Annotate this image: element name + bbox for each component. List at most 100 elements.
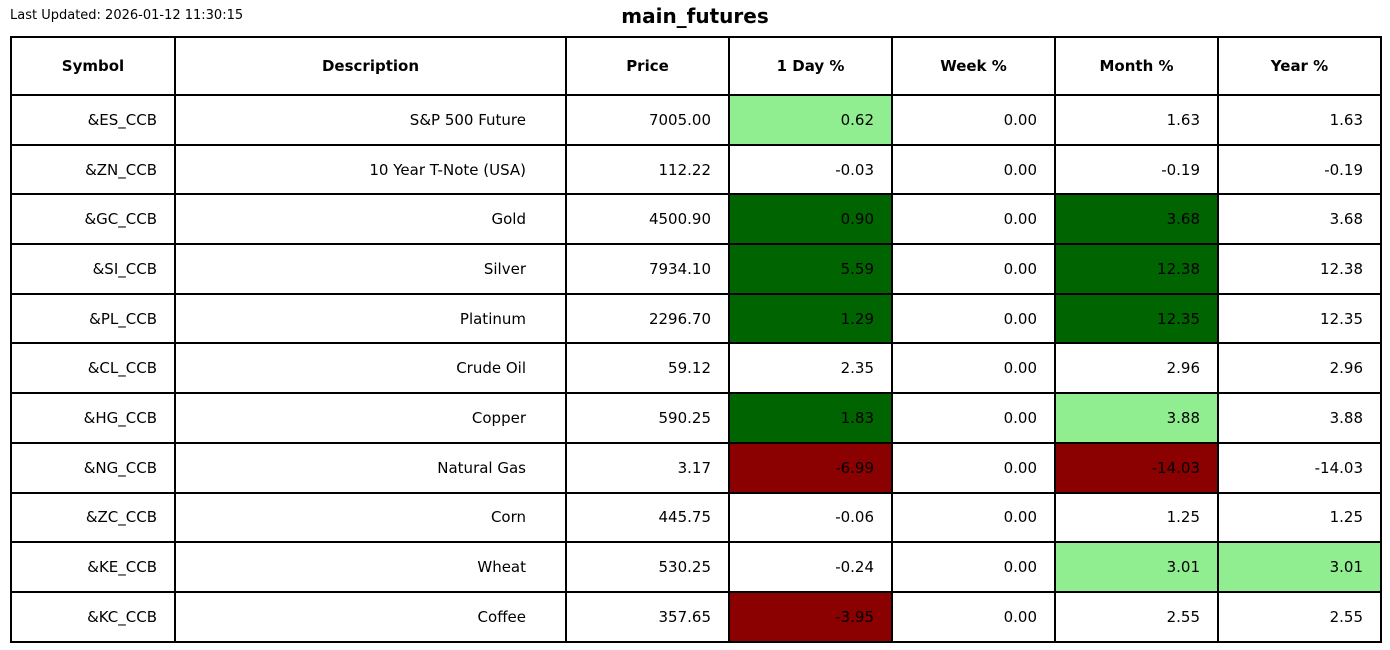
month-pct-cell: 3.68 xyxy=(1054,193,1219,246)
description-cell: Natural Gas xyxy=(174,441,567,494)
year-pct-cell: 1.25 xyxy=(1217,491,1382,544)
symbol-cell: &PL_CCB xyxy=(10,292,176,345)
description-cell: Wheat xyxy=(174,541,567,593)
table-row: &SI_CCB Silver 7934.10 5.59 0.00 12.38 12.38 xyxy=(10,243,1382,295)
day-pct-cell: 0.90 xyxy=(728,193,893,246)
month-pct-cell: 2.96 xyxy=(1054,342,1219,395)
price-cell: 3.17 xyxy=(565,441,730,494)
column-header-description: Description xyxy=(174,36,567,96)
price-cell: 7934.10 xyxy=(565,243,730,295)
week-pct-cell: 0.00 xyxy=(891,94,1056,146)
table-row: &PL_CCB Platinum 2296.70 1.29 0.00 12.35 12.35 xyxy=(10,292,1382,345)
column-header-month-pct: Month % xyxy=(1054,36,1219,96)
price-cell: 4500.90 xyxy=(565,193,730,246)
month-pct-cell: 3.01 xyxy=(1054,541,1219,593)
table-row: &NG_CCB Natural Gas 3.17 -6.99 0.00 -14.03 -14… xyxy=(10,441,1382,494)
column-header-week-pct: Week % xyxy=(891,36,1056,96)
header-row: Symbol Description Price 1 Day % Week % Month… xyxy=(10,36,1382,96)
column-header-symbol: Symbol xyxy=(10,36,176,96)
day-pct-cell: -3.95 xyxy=(728,590,893,643)
price-cell: 7005.00 xyxy=(565,94,730,146)
month-pct-cell: 2.55 xyxy=(1054,590,1219,643)
description-cell: S&P 500 Future xyxy=(174,94,567,146)
table-row: &KE_CCB Wheat 530.25 -0.24 0.00 3.01 3.01 xyxy=(10,541,1382,593)
day-pct-cell: -0.06 xyxy=(728,491,893,544)
year-pct-cell: -14.03 xyxy=(1217,441,1382,494)
symbol-cell: &SI_CCB xyxy=(10,243,176,295)
week-pct-cell: 0.00 xyxy=(891,541,1056,593)
week-pct-cell: 0.00 xyxy=(891,441,1056,494)
week-pct-cell: 0.00 xyxy=(891,590,1056,643)
year-pct-cell: 1.63 xyxy=(1217,94,1382,146)
column-header-year-pct: Year % xyxy=(1217,36,1382,96)
price-cell: 530.25 xyxy=(565,541,730,593)
symbol-cell: &KC_CCB xyxy=(10,590,176,643)
futures-table-body: &ES_CCB S&P 500 Future 7005.00 0.62 0.00 1.63… xyxy=(10,94,1382,643)
symbol-cell: &ES_CCB xyxy=(10,94,176,146)
day-pct-cell: -0.24 xyxy=(728,541,893,593)
symbol-cell: &ZC_CCB xyxy=(10,491,176,544)
week-pct-cell: 0.00 xyxy=(891,491,1056,544)
day-pct-cell: 5.59 xyxy=(728,243,893,295)
description-cell: Copper xyxy=(174,392,567,444)
top-bar: Last Updated: 2026-01-12 11:30:15 main_f… xyxy=(0,0,1390,36)
description-cell: Platinum xyxy=(174,292,567,345)
table-row: &ZN_CCB 10 Year T-Note (USA) 112.22 -0.03 0.… xyxy=(10,143,1382,196)
price-cell: 357.65 xyxy=(565,590,730,643)
price-cell: 112.22 xyxy=(565,143,730,196)
table-row: &CL_CCB Crude Oil 59.12 2.35 0.00 2.96 2.96 xyxy=(10,342,1382,395)
year-pct-cell: 12.38 xyxy=(1217,243,1382,295)
table-row: &ZC_CCB Corn 445.75 -0.06 0.00 1.25 1.25 xyxy=(10,491,1382,544)
day-pct-cell: 1.29 xyxy=(728,292,893,345)
symbol-cell: &HG_CCB xyxy=(10,392,176,444)
year-pct-cell: -0.19 xyxy=(1217,143,1382,196)
futures-table-header: Symbol Description Price 1 Day % Week % Month… xyxy=(10,36,1382,96)
page-title: main_futures xyxy=(621,4,769,28)
day-pct-cell: 0.62 xyxy=(728,94,893,146)
month-pct-cell: 1.25 xyxy=(1054,491,1219,544)
column-header-price: Price xyxy=(565,36,730,96)
month-pct-cell: 12.38 xyxy=(1054,243,1219,295)
table-row: &GC_CCB Gold 4500.90 0.90 0.00 3.68 3.68 xyxy=(10,193,1382,246)
table-row: &HG_CCB Copper 590.25 1.83 0.00 3.88 3.88 xyxy=(10,392,1382,444)
futures-table: Symbol Description Price 1 Day % Week % Month… xyxy=(10,36,1382,643)
week-pct-cell: 0.00 xyxy=(891,143,1056,196)
price-cell: 590.25 xyxy=(565,392,730,444)
price-cell: 445.75 xyxy=(565,491,730,544)
price-cell: 2296.70 xyxy=(565,292,730,345)
column-header-day-pct: 1 Day % xyxy=(728,36,893,96)
week-pct-cell: 0.00 xyxy=(891,342,1056,395)
year-pct-cell: 3.01 xyxy=(1217,541,1382,593)
symbol-cell: &NG_CCB xyxy=(10,441,176,494)
year-pct-cell: 12.35 xyxy=(1217,292,1382,345)
year-pct-cell: 3.88 xyxy=(1217,392,1382,444)
description-cell: Crude Oil xyxy=(174,342,567,395)
week-pct-cell: 0.00 xyxy=(891,193,1056,246)
year-pct-cell: 2.96 xyxy=(1217,342,1382,395)
description-cell: Corn xyxy=(174,491,567,544)
description-cell: Gold xyxy=(174,193,567,246)
month-pct-cell: 1.63 xyxy=(1054,94,1219,146)
day-pct-cell: -0.03 xyxy=(728,143,893,196)
table-row: &KC_CCB Coffee 357.65 -3.95 0.00 2.55 2.55 xyxy=(10,590,1382,643)
month-pct-cell: 12.35 xyxy=(1054,292,1219,345)
day-pct-cell: -6.99 xyxy=(728,441,893,494)
description-cell: 10 Year T-Note (USA) xyxy=(174,143,567,196)
week-pct-cell: 0.00 xyxy=(891,292,1056,345)
last-updated-text: Last Updated: 2026-01-12 11:30:15 xyxy=(10,8,244,23)
day-pct-cell: 2.35 xyxy=(728,342,893,395)
day-pct-cell: 1.83 xyxy=(728,392,893,444)
description-cell: Coffee xyxy=(174,590,567,643)
table-row: &ES_CCB S&P 500 Future 7005.00 0.62 0.00 1.63… xyxy=(10,94,1382,146)
description-cell: Silver xyxy=(174,243,567,295)
week-pct-cell: 0.00 xyxy=(891,392,1056,444)
price-cell: 59.12 xyxy=(565,342,730,395)
month-pct-cell: -0.19 xyxy=(1054,143,1219,196)
symbol-cell: &CL_CCB xyxy=(10,342,176,395)
symbol-cell: &KE_CCB xyxy=(10,541,176,593)
symbol-cell: &GC_CCB xyxy=(10,193,176,246)
year-pct-cell: 2.55 xyxy=(1217,590,1382,643)
year-pct-cell: 3.68 xyxy=(1217,193,1382,246)
symbol-cell: &ZN_CCB xyxy=(10,143,176,196)
month-pct-cell: -14.03 xyxy=(1054,441,1219,494)
